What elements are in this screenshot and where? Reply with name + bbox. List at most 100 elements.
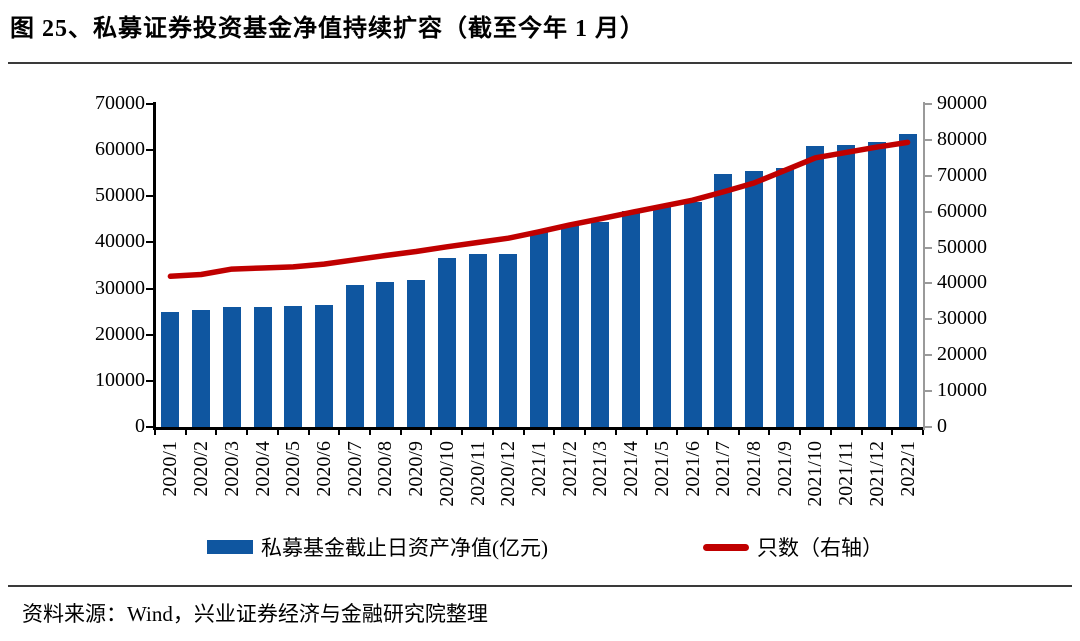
x-axis-label-2020/1: 2020/1 bbox=[159, 441, 182, 497]
x-axis-tick bbox=[522, 430, 525, 435]
x-axis-label-2021/3: 2021/3 bbox=[589, 441, 612, 497]
bar-2021/9 bbox=[775, 168, 794, 427]
x-axis-label-2020/7: 2020/7 bbox=[343, 441, 366, 497]
right-axis-tick bbox=[924, 426, 932, 428]
x-axis-label-2021/5: 2021/5 bbox=[650, 441, 673, 497]
x-axis-tick bbox=[276, 430, 279, 435]
x-axis-tick bbox=[369, 430, 372, 435]
right-axis-tick bbox=[924, 210, 932, 213]
x-axis-label-2020/3: 2020/3 bbox=[220, 441, 243, 497]
left-axis-tick bbox=[146, 241, 154, 244]
x-axis-label-2021/11: 2021/11 bbox=[835, 441, 858, 506]
x-axis-tick bbox=[553, 430, 556, 435]
bar-2021/11 bbox=[837, 145, 856, 427]
x-axis-label-2020/2: 2020/2 bbox=[190, 441, 213, 497]
bar-2020/1 bbox=[161, 311, 180, 427]
bar-series-label: 私募基金截止日资产净值(亿元) bbox=[261, 536, 548, 560]
left-axis-tick bbox=[146, 195, 154, 198]
right-axis-tick-label: 70000 bbox=[937, 163, 987, 186]
right-axis-line bbox=[923, 102, 925, 430]
left-axis-tick-label: 40000 bbox=[95, 230, 145, 253]
right-axis-tick bbox=[924, 318, 932, 321]
bar-2021/4 bbox=[622, 211, 641, 427]
right-axis-tick-label: 20000 bbox=[937, 343, 987, 366]
line-series-swatch bbox=[703, 543, 749, 551]
bar-2020/4 bbox=[253, 307, 272, 427]
bar-2021/12 bbox=[867, 142, 886, 427]
bar-2020/10 bbox=[437, 257, 456, 427]
right-axis-tick bbox=[924, 103, 932, 105]
bar-2020/9 bbox=[407, 280, 426, 427]
left-axis-tick bbox=[146, 103, 154, 105]
x-axis-tick bbox=[829, 430, 832, 435]
x-axis-label-2021/12: 2021/12 bbox=[865, 441, 888, 507]
bar-2020/5 bbox=[284, 305, 303, 427]
left-axis-tick bbox=[146, 426, 154, 428]
left-axis-tick bbox=[146, 379, 154, 382]
right-axis-tick-label: 60000 bbox=[937, 199, 987, 222]
right-axis-tick bbox=[924, 282, 932, 285]
right-axis-tick-label: 40000 bbox=[937, 271, 987, 294]
bar-2021/10 bbox=[806, 145, 825, 427]
bar-2021/6 bbox=[683, 201, 702, 427]
x-axis-tick bbox=[215, 430, 218, 435]
x-axis-label-2020/6: 2020/6 bbox=[312, 441, 335, 497]
x-axis-tick bbox=[184, 430, 187, 435]
title-divider bbox=[8, 62, 1072, 64]
x-axis-tick bbox=[860, 430, 863, 435]
right-axis-tick-label: 10000 bbox=[937, 379, 987, 402]
x-axis-label-2021/1: 2021/1 bbox=[528, 441, 550, 497]
x-axis-label-2020/5: 2020/5 bbox=[282, 441, 305, 497]
left-axis-tick bbox=[146, 333, 154, 336]
left-axis-tick bbox=[146, 149, 154, 152]
left-axis-tick bbox=[146, 287, 154, 290]
x-axis-label-2021/7: 2021/7 bbox=[712, 441, 735, 497]
right-axis-tick-label: 50000 bbox=[937, 235, 987, 258]
x-axis-tick bbox=[706, 430, 709, 435]
x-axis-tick bbox=[922, 430, 924, 435]
x-axis-tick bbox=[799, 430, 802, 435]
right-axis-tick bbox=[924, 354, 932, 357]
x-axis-label-2020/12: 2020/12 bbox=[497, 441, 520, 507]
bar-series-swatch bbox=[207, 540, 253, 554]
bar-2020/3 bbox=[222, 307, 241, 427]
x-axis-tick bbox=[246, 430, 249, 435]
x-axis-tick bbox=[676, 430, 679, 435]
left-axis-tick-label: 30000 bbox=[95, 276, 145, 299]
left-axis-line bbox=[153, 102, 156, 429]
bar-2020/2 bbox=[192, 310, 211, 427]
bar-2022/1 bbox=[898, 133, 917, 427]
x-axis-tick bbox=[645, 430, 648, 435]
left-axis-tick-label: 60000 bbox=[95, 138, 145, 161]
right-axis-tick-label: 80000 bbox=[937, 127, 987, 150]
bar-2021/7 bbox=[714, 173, 733, 427]
source-note: 资料来源：Wind，兴业证券经济与金融研究院整理 bbox=[22, 602, 488, 626]
x-axis-tick bbox=[768, 430, 771, 435]
right-axis-tick bbox=[924, 138, 932, 141]
x-axis-label-2021/8: 2021/8 bbox=[743, 441, 766, 497]
bar-2020/8 bbox=[376, 282, 395, 427]
x-axis-label-2020/11: 2020/11 bbox=[466, 441, 489, 506]
x-axis-label-2020/4: 2020/4 bbox=[251, 441, 274, 497]
left-axis-tick-label: 10000 bbox=[95, 368, 145, 391]
x-axis-label-2021/10: 2021/10 bbox=[804, 441, 827, 507]
x-axis-tick bbox=[399, 430, 402, 435]
legend-item-line: 只数（右轴） bbox=[703, 532, 883, 562]
x-axis-label-2020/10: 2020/10 bbox=[435, 441, 458, 507]
bar-2020/11 bbox=[468, 254, 487, 427]
x-axis-label-2021/6: 2021/6 bbox=[681, 441, 704, 497]
bar-2020/12 bbox=[499, 253, 518, 427]
legend-item-bars: 私募基金截止日资产净值(亿元) bbox=[207, 532, 548, 562]
left-axis-tick-label: 20000 bbox=[95, 322, 145, 345]
combo-chart: 0 10000 20000 30000 40000 50000 60000 70000 0 100… bbox=[0, 70, 1080, 530]
x-axis-tick bbox=[491, 430, 494, 435]
right-axis-tick-label: 90000 bbox=[937, 92, 987, 114]
x-axis-tick bbox=[307, 430, 310, 435]
x-axis-tick bbox=[461, 430, 464, 435]
x-axis-label-2021/2: 2021/2 bbox=[558, 441, 581, 497]
x-axis-tick bbox=[430, 430, 433, 435]
right-axis-tick bbox=[924, 246, 932, 249]
line-series-label: 只数（右轴） bbox=[757, 536, 883, 560]
right-axis-tick-label: 0 bbox=[937, 415, 947, 437]
